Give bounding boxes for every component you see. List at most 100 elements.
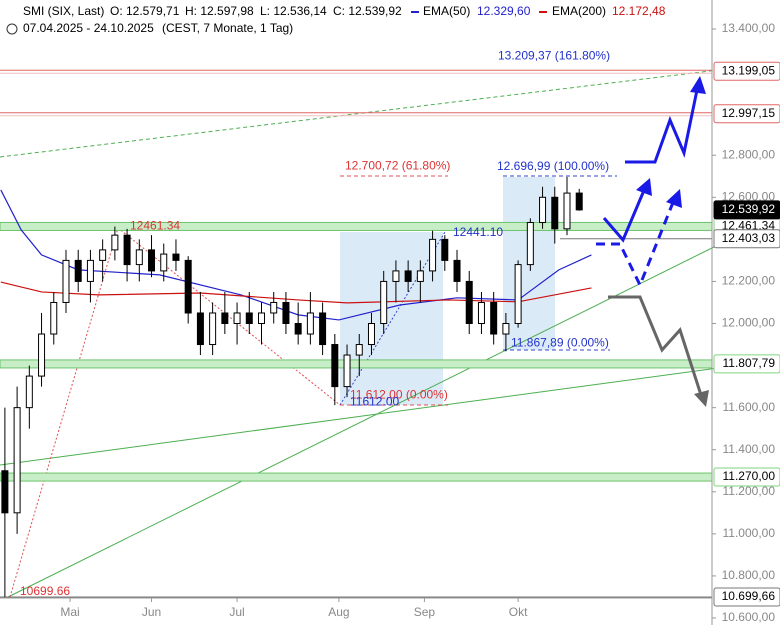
candle-body [62, 259, 70, 303]
candle-body [172, 253, 180, 261]
ema-line [0, 281, 592, 304]
level-tag [713, 200, 780, 220]
candle-body [245, 312, 253, 325]
candle-body [74, 259, 82, 282]
candle-body [392, 270, 400, 282]
arrow [608, 295, 703, 396]
arrow-head [666, 189, 682, 208]
projections [596, 76, 709, 407]
candle-body [319, 312, 327, 346]
level-label: 12.403,03 [722, 231, 776, 245]
candle-body [111, 234, 119, 251]
x-tick-label: Sep [414, 605, 436, 619]
candle-body [148, 249, 156, 272]
arrow-head [694, 390, 709, 407]
legend-value: 12.172,48 [612, 4, 666, 18]
date-range: 07.04.2025 - 24.10.2025 [23, 21, 154, 35]
y-tick-label: 11.200,00 [723, 484, 776, 498]
candle-body [526, 222, 534, 266]
candle-body [441, 238, 449, 261]
header: SMI (SIX, Last) O: 12.579,71 H: 12.597,9… [6, 4, 666, 35]
candle-body [135, 249, 143, 266]
trend-line [7, 244, 719, 598]
clock-icon [6, 23, 18, 35]
candle-body [25, 375, 33, 409]
y-tick-label: 12.200,00 [722, 274, 776, 288]
candle-body [160, 253, 168, 272]
level-tag [713, 587, 780, 607]
fib-annotation: 12.700,72 (61.80%) [345, 158, 450, 172]
candle-body [123, 234, 131, 266]
level-tag [713, 467, 780, 487]
candle-body [539, 196, 547, 224]
fib-line [339, 231, 446, 406]
fib-annotation: 11.867,89 (0.00%) [511, 335, 609, 349]
y-tick-label: 10.600,00 [722, 610, 776, 624]
y-tick-label: 10.800,00 [722, 568, 776, 582]
y-tick-label: 11.400,00 [723, 442, 776, 456]
y-tick-label: 13.400,00 [722, 21, 776, 35]
ema-line [0, 189, 592, 321]
candle-body [294, 323, 302, 335]
ohlc-close: C: 12.539,92 [333, 4, 402, 18]
y-tick-label: 11.000,00 [723, 526, 776, 540]
x-tick-label: Okt [509, 605, 528, 619]
trend-line [0, 69, 719, 158]
candle-body [453, 259, 461, 282]
candle-body [477, 301, 485, 325]
trend-line [0, 367, 719, 466]
ohlc-low: L: 12.536,14 [260, 4, 327, 18]
level-tag [713, 229, 780, 249]
y-tick-label: 12.600,00 [722, 189, 776, 203]
arrow-head [690, 76, 706, 94]
y-tick-label: 12.800,00 [722, 147, 776, 161]
level-label: 12.539,92 [722, 202, 776, 216]
fib-annotation: 12.696,99 (100.00%) [497, 159, 609, 173]
ohlc-open: O: 12.579,71 [110, 4, 180, 18]
arrow-head [636, 178, 652, 196]
level-band [0, 221, 713, 231]
level-band [0, 472, 713, 482]
level-label: 11.807,79 [723, 356, 776, 370]
candle-body [416, 270, 424, 282]
candle-body [221, 312, 229, 325]
level-label: 10.699,66 [722, 589, 776, 603]
level-label: 12.461,34 [722, 219, 776, 233]
candle-body [196, 312, 204, 346]
x-tick-label: Jul [229, 605, 244, 619]
candle-body [551, 196, 559, 230]
x-tick-label: Mai [60, 605, 79, 619]
plot: 13.209,37 (161.80%) 12.700,72 (61.80%) 12.… [0, 48, 713, 598]
candle-body [575, 192, 583, 211]
candle-body [184, 259, 192, 314]
info: (CEST, 7 Monate, 1 Tag) [162, 21, 293, 35]
level-label: 11.270,00 [723, 469, 776, 483]
candle-body [306, 312, 314, 335]
fib-annotation: 11612.00 [350, 394, 399, 408]
candle-body [429, 238, 437, 272]
level-band [0, 359, 713, 369]
x-tick-label: Jun [142, 605, 161, 619]
candle-body [38, 333, 46, 377]
candle-body [343, 354, 351, 388]
fib-line [9, 227, 341, 598]
fib-annotation: 12461.34 [130, 219, 180, 233]
candle-body [13, 407, 21, 514]
fib-annotation: 10699.66 [20, 584, 70, 598]
candle-body [1, 470, 9, 514]
level-tag [713, 354, 780, 374]
arrow [625, 89, 699, 164]
candle-body [50, 301, 58, 335]
candle-body [209, 312, 217, 346]
fib-zone [340, 232, 443, 405]
legend-label: EMA(200) [552, 4, 606, 18]
legend-label: EMA(50) [423, 4, 470, 18]
arrow [602, 187, 647, 243]
level-tag [713, 104, 780, 124]
candle-body [367, 323, 375, 346]
instrument: SMI (SIX, Last) [23, 4, 104, 18]
fib-annotation: 11.612,00 (0.00%) [350, 387, 448, 401]
candle-body [99, 249, 107, 261]
